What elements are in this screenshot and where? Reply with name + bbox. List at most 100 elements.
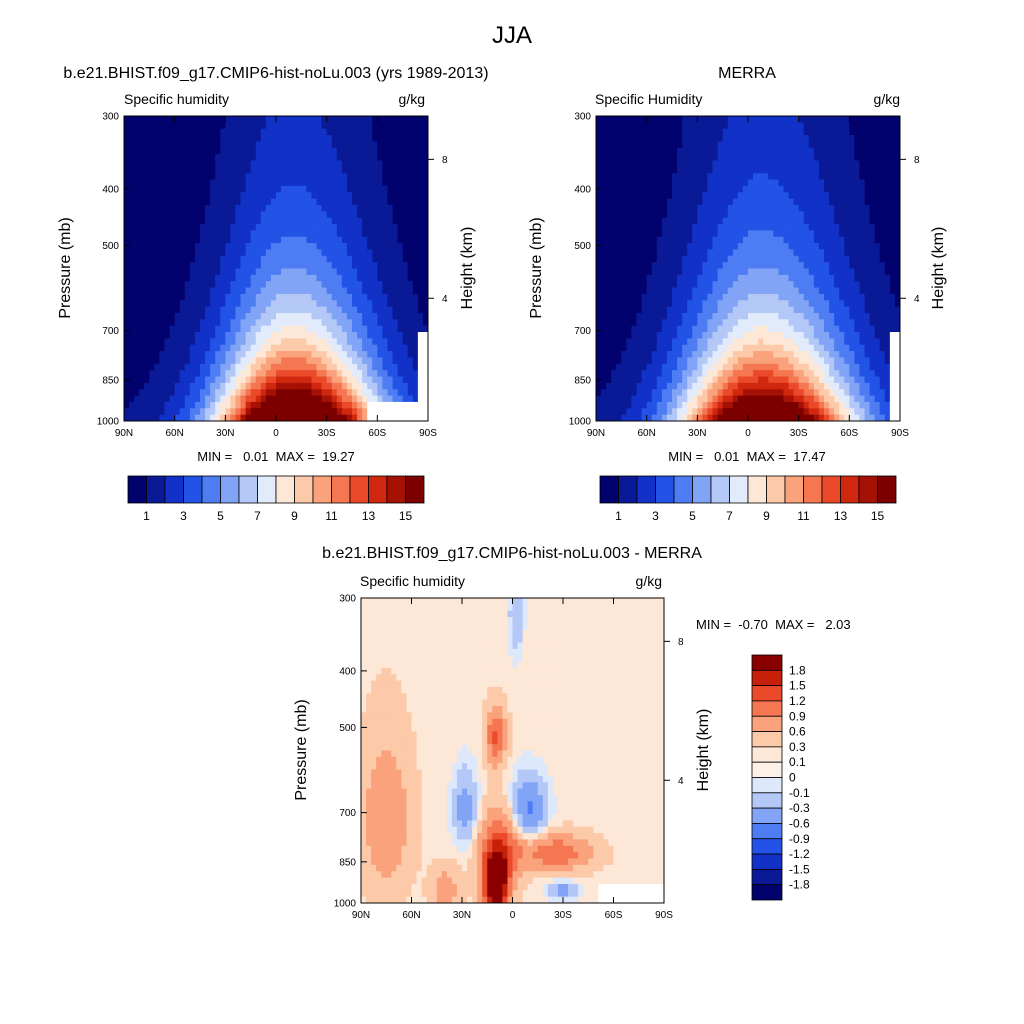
heatmap-cell xyxy=(631,179,637,187)
heatmap-cell xyxy=(611,179,617,187)
heatmap-cell xyxy=(874,179,881,187)
heatmap-cell xyxy=(281,344,287,352)
heatmap-cell xyxy=(803,141,810,149)
heatmap-cell xyxy=(321,249,328,257)
heatmap-cell xyxy=(144,306,150,314)
heatmap-cell xyxy=(311,141,317,149)
heatmap-cell xyxy=(260,395,267,403)
heatmap-cell xyxy=(235,192,241,199)
heatmap-cell xyxy=(377,192,383,199)
heatmap-cell xyxy=(616,128,622,136)
heatmap-cell xyxy=(184,179,191,187)
heatmap-cell xyxy=(763,179,769,187)
heatmap-cell xyxy=(727,281,734,288)
heatmap-cell xyxy=(346,135,353,142)
heatmap-cell xyxy=(306,128,312,136)
heatmap-cell xyxy=(306,382,312,390)
heatmap-cell xyxy=(336,325,343,333)
heatmap-cell xyxy=(737,255,744,263)
heatmap-cell xyxy=(758,122,764,130)
heatmap-cell xyxy=(839,243,845,250)
heatmap-cell xyxy=(753,122,759,130)
heatmap-cell xyxy=(666,154,673,161)
heatmap-cell xyxy=(260,300,267,308)
heatmap-cell xyxy=(169,122,176,130)
heatmap-cell xyxy=(692,224,698,231)
heatmap-cell xyxy=(286,363,292,371)
heatmap-cell xyxy=(291,122,297,130)
heatmap-cell xyxy=(606,198,612,206)
heatmap-cell xyxy=(596,192,602,199)
heatmap-cell xyxy=(788,224,794,231)
heatmap-cell xyxy=(341,338,348,346)
heatmap-cell xyxy=(636,243,642,250)
heatmap-cell xyxy=(641,160,648,168)
heatmap-cell xyxy=(606,293,612,301)
heatmap-cell xyxy=(250,389,257,396)
heatmap-cell xyxy=(352,116,358,123)
heatmap-cell xyxy=(134,128,140,136)
heatmap-cell xyxy=(215,274,221,282)
heatmap-cell xyxy=(768,319,774,327)
heatmap-cell xyxy=(712,166,718,174)
heatmap-cell xyxy=(139,382,145,390)
heatmap-cell xyxy=(205,408,211,416)
heatmap-cell xyxy=(407,249,414,257)
heatmap-cell xyxy=(839,268,845,276)
heatmap-cell xyxy=(276,287,282,295)
heatmap-cell xyxy=(245,224,252,231)
heatmap-cell xyxy=(702,325,708,333)
heatmap-cell xyxy=(372,351,378,358)
heatmap-cell xyxy=(392,401,398,409)
heatmap-cell xyxy=(763,154,769,161)
heatmap-cell xyxy=(824,224,830,231)
heatmap-cell xyxy=(656,300,663,308)
heatmap-cell xyxy=(205,192,211,199)
heatmap-cell xyxy=(346,401,353,409)
heatmap-cell xyxy=(672,281,678,288)
heatmap-cell xyxy=(235,141,241,149)
heatmap-cell xyxy=(798,300,805,308)
heatmap-cell xyxy=(215,408,221,416)
heatmap-cell xyxy=(656,192,663,199)
heatmap-cell xyxy=(417,325,424,333)
heatmap-cell xyxy=(839,230,845,238)
heatmap-cell xyxy=(225,274,231,282)
heatmap-cell xyxy=(834,236,840,244)
heatmap-cell xyxy=(240,376,246,384)
heatmap-cell xyxy=(707,306,713,314)
heatmap-cell xyxy=(296,281,302,288)
heatmap-cell xyxy=(402,401,409,409)
heatmap-cell xyxy=(417,382,424,390)
heatmap-cell xyxy=(712,198,718,206)
heatmap-cell xyxy=(844,166,850,174)
heatmap-cell xyxy=(245,198,252,206)
heatmap-cell xyxy=(372,141,378,149)
heatmap-cell xyxy=(265,230,272,238)
heatmap-cell xyxy=(352,217,358,225)
heatmap-cell xyxy=(250,382,257,390)
heatmap-cell xyxy=(316,128,322,136)
heatmap-cell xyxy=(286,135,292,142)
heatmap-cell xyxy=(139,236,145,244)
heatmap-cell xyxy=(656,274,663,282)
heatmap-cell xyxy=(768,211,774,219)
heatmap-cell xyxy=(210,293,216,301)
heatmap-cell xyxy=(697,249,703,257)
heatmap-cell xyxy=(357,230,363,238)
heatmap-cell xyxy=(281,300,287,308)
heatmap-cell xyxy=(392,319,398,327)
heatmap-cell xyxy=(596,147,602,155)
heatmap-cell xyxy=(159,185,165,193)
heatmap-cell xyxy=(626,116,632,123)
heatmap-cell xyxy=(798,262,805,269)
heatmap-cell xyxy=(646,243,653,250)
heatmap-cell xyxy=(773,325,779,333)
heatmap-cell xyxy=(316,401,322,409)
heatmap-cell xyxy=(154,122,160,130)
heatmap-cell xyxy=(189,173,196,180)
heatmap-cell xyxy=(306,401,312,409)
heatmap-cell xyxy=(336,344,343,352)
heatmap-cell xyxy=(737,217,744,225)
heatmap-cell xyxy=(352,141,358,149)
